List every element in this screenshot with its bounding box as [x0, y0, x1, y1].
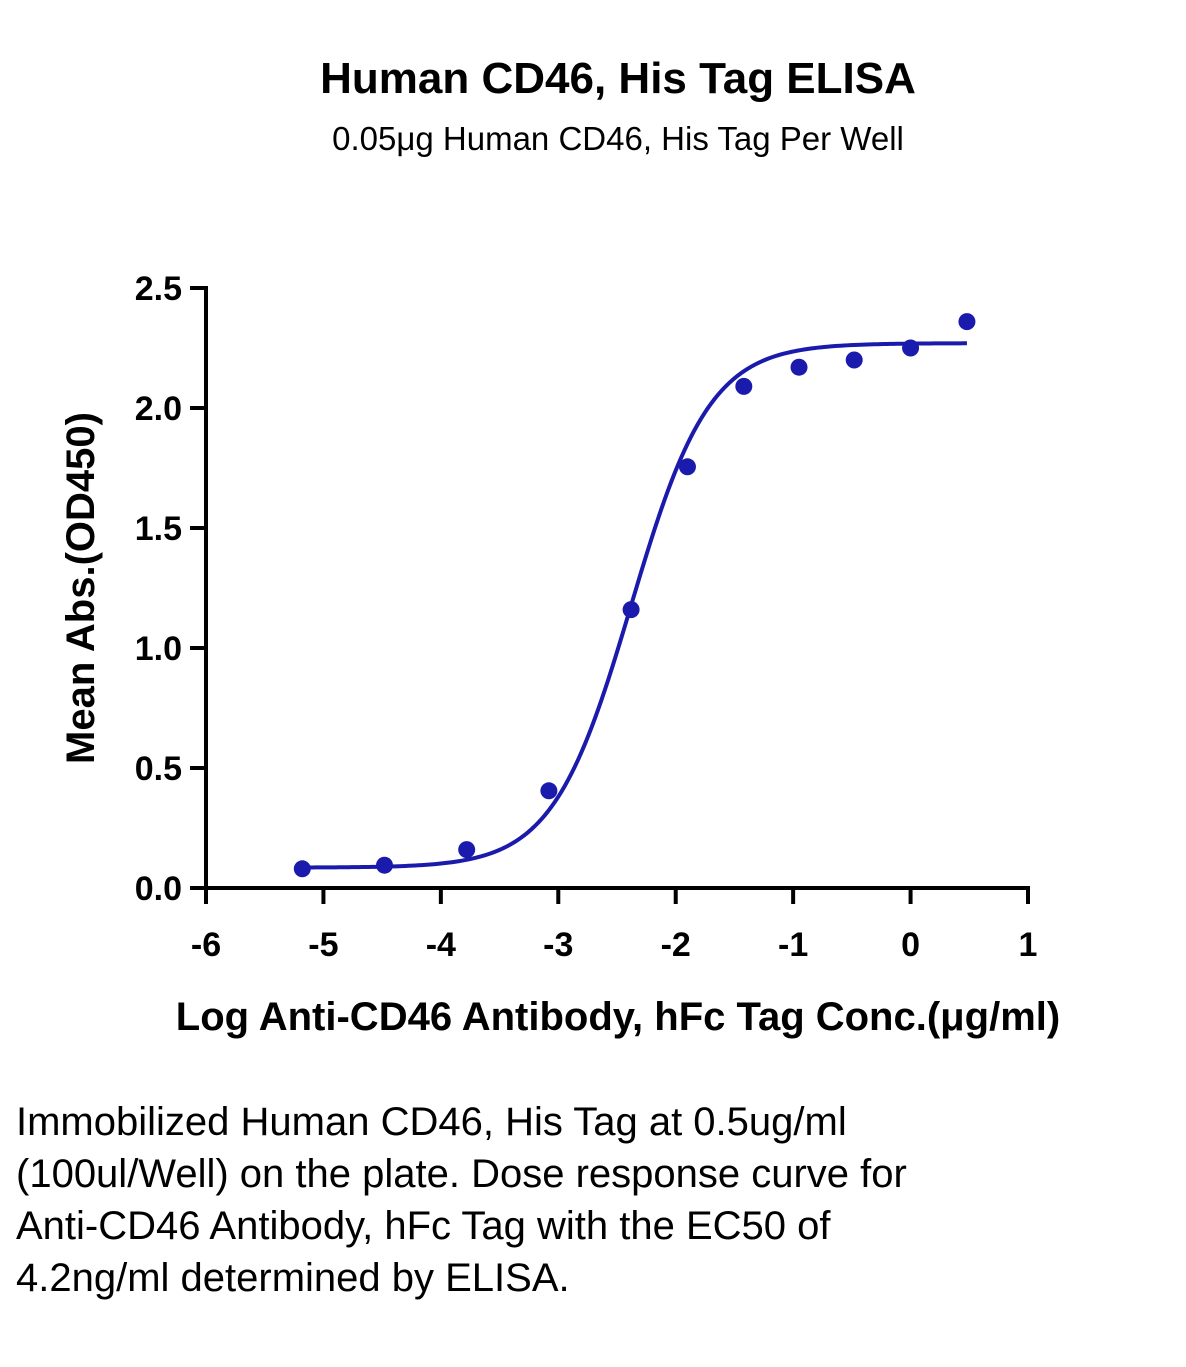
x-tick-label: -1	[778, 926, 808, 964]
chart-title: Human CD46, His Tag ELISA	[320, 54, 916, 103]
x-axis-ticks: -6 -5 -4 -3 -2 -1 0 1	[191, 888, 1038, 964]
fit-curve	[302, 341, 967, 870]
y-tick-label: 0.5	[135, 750, 182, 788]
data-point	[293, 860, 311, 878]
y-axis-label: Mean Abs.(OD450)	[59, 412, 103, 764]
y-tick-label: 1.0	[135, 630, 182, 668]
data-point	[678, 458, 696, 476]
data-point	[845, 351, 863, 369]
fit-curve-layer	[302, 341, 967, 870]
data-point	[958, 313, 976, 331]
x-tick-label: -6	[191, 926, 221, 964]
y-tick-label: 0.0	[135, 870, 182, 908]
y-tick-label: 2.0	[135, 390, 182, 428]
data-point	[902, 339, 920, 357]
data-point	[375, 856, 393, 874]
data-point	[540, 782, 558, 800]
chart-subtitle: 0.05μg Human CD46, His Tag Per Well	[332, 120, 904, 157]
y-tick-label: 1.5	[135, 510, 182, 548]
x-tick-label: 1	[1019, 926, 1038, 964]
y-axis-ticks: 0.0 0.5 1.0 1.5 2.0 2.5	[135, 270, 206, 908]
data-point	[735, 377, 753, 395]
data-point	[790, 358, 808, 376]
axes	[204, 286, 1030, 890]
x-tick-label: -2	[661, 926, 691, 964]
elisa-chart: Human CD46, His Tag ELISA 0.05μg Human C…	[59, 54, 1060, 1039]
x-tick-label: -4	[426, 926, 456, 964]
data-point	[458, 841, 476, 859]
x-tick-label: 0	[901, 926, 920, 964]
x-axis-label: Log Anti-CD46 Antibody, hFc Tag Conc.(μg…	[176, 995, 1060, 1039]
figure-caption: Immobilized Human CD46, His Tag at 0.5ug…	[16, 1100, 907, 1300]
y-tick-label: 2.5	[135, 270, 182, 308]
x-tick-label: -3	[543, 926, 573, 964]
data-point	[622, 601, 640, 619]
data-points-layer	[293, 313, 976, 878]
x-tick-label: -5	[308, 926, 338, 964]
